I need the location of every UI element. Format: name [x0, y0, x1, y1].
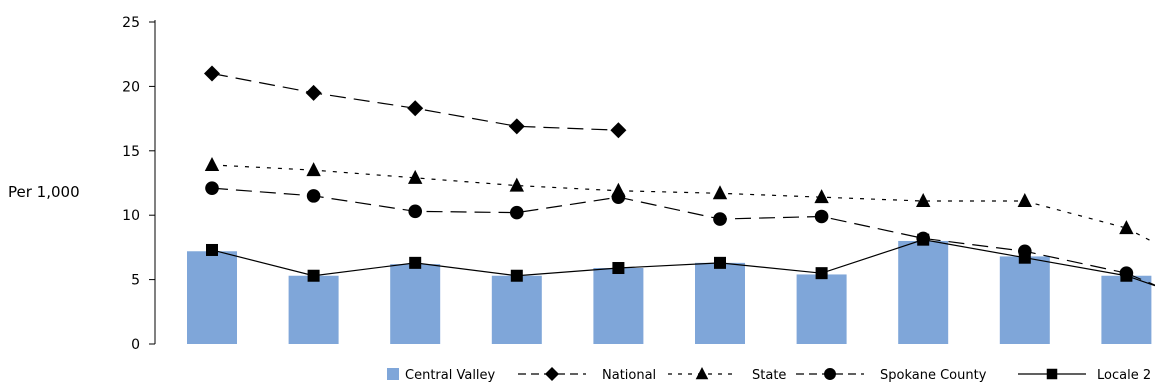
- marker-locale-2: [1120, 269, 1133, 282]
- line-state: [211, 164, 1127, 229]
- bar-central-valley: [695, 262, 745, 344]
- marker-national: [305, 84, 322, 101]
- marker-state: [712, 185, 728, 200]
- bar-central-valley: [593, 268, 644, 344]
- bar-central-valley: [796, 274, 847, 344]
- marker-national: [204, 65, 220, 82]
- marker-locale-2: [206, 243, 218, 256]
- y-tick-label: 10: [122, 208, 140, 224]
- marker-locale-2: [1018, 251, 1031, 264]
- marker-locale-2: [917, 233, 930, 246]
- bar-central-valley: [898, 240, 949, 344]
- bar-central-valley: [1101, 275, 1152, 344]
- legend-marker-spokane-county: [824, 368, 836, 380]
- legend-label-national: National: [602, 368, 656, 383]
- legend-marker-national: [545, 367, 559, 381]
- legend-label-spokane-county: Spokane County: [880, 368, 987, 383]
- y-tick-label: 5: [131, 273, 140, 289]
- marker-locale-2: [612, 262, 625, 275]
- marker-locale-2: [815, 267, 828, 280]
- line-locale-2: [211, 239, 1127, 277]
- marker-state: [1119, 220, 1134, 235]
- marker-spokane-county: [205, 181, 219, 195]
- legend-label-state: State: [752, 368, 786, 383]
- marker-state: [408, 169, 423, 184]
- legend-marker-locale-2: [1046, 368, 1058, 380]
- marker-state: [509, 177, 524, 192]
- marker-state: [306, 162, 321, 177]
- y-tick-label: 20: [122, 79, 140, 95]
- line-spokane-county: [211, 187, 1127, 274]
- y-axis-label: Per 1,000: [8, 183, 80, 201]
- legend: Central Valley National State Spokane Count…: [387, 367, 1151, 383]
- legend-label-central-valley: Central Valley: [405, 368, 496, 383]
- y-axis: 0 5 10 15 20 25: [122, 15, 156, 353]
- y-tick-label: 0: [131, 337, 140, 353]
- marker-state: [1017, 193, 1032, 208]
- marker-spokane-county: [611, 190, 626, 204]
- marker-locale-2: [714, 256, 726, 269]
- bars-group: [187, 240, 1152, 344]
- marker-spokane-county: [510, 205, 524, 220]
- marker-spokane-county: [713, 212, 727, 226]
- marker-spokane-county: [408, 204, 423, 219]
- bar-central-valley: [491, 275, 542, 344]
- marker-spokane-county: [306, 189, 321, 203]
- marker-state: [814, 189, 829, 204]
- bar-central-valley: [999, 256, 1050, 344]
- marker-national: [407, 100, 424, 117]
- marker-national: [610, 122, 627, 139]
- marker-state: [204, 156, 220, 171]
- marker-locale-2: [409, 256, 422, 269]
- y-tick-label: 15: [122, 144, 140, 160]
- bar-central-valley: [390, 264, 441, 344]
- bar-central-valley: [288, 275, 339, 344]
- y-tick-label: 25: [122, 15, 140, 31]
- marker-national: [508, 118, 525, 135]
- marker-state: [916, 193, 931, 208]
- marker-spokane-county: [814, 209, 829, 224]
- bar-central-valley: [187, 251, 237, 344]
- marker-locale-2: [307, 269, 320, 282]
- legend-swatch-central-valley: [387, 368, 399, 380]
- lines-group: [204, 65, 1155, 287]
- legend-marker-state: [695, 367, 709, 380]
- marker-locale-2: [510, 269, 523, 282]
- legend-label-locale-2: Locale 2: [1097, 368, 1151, 383]
